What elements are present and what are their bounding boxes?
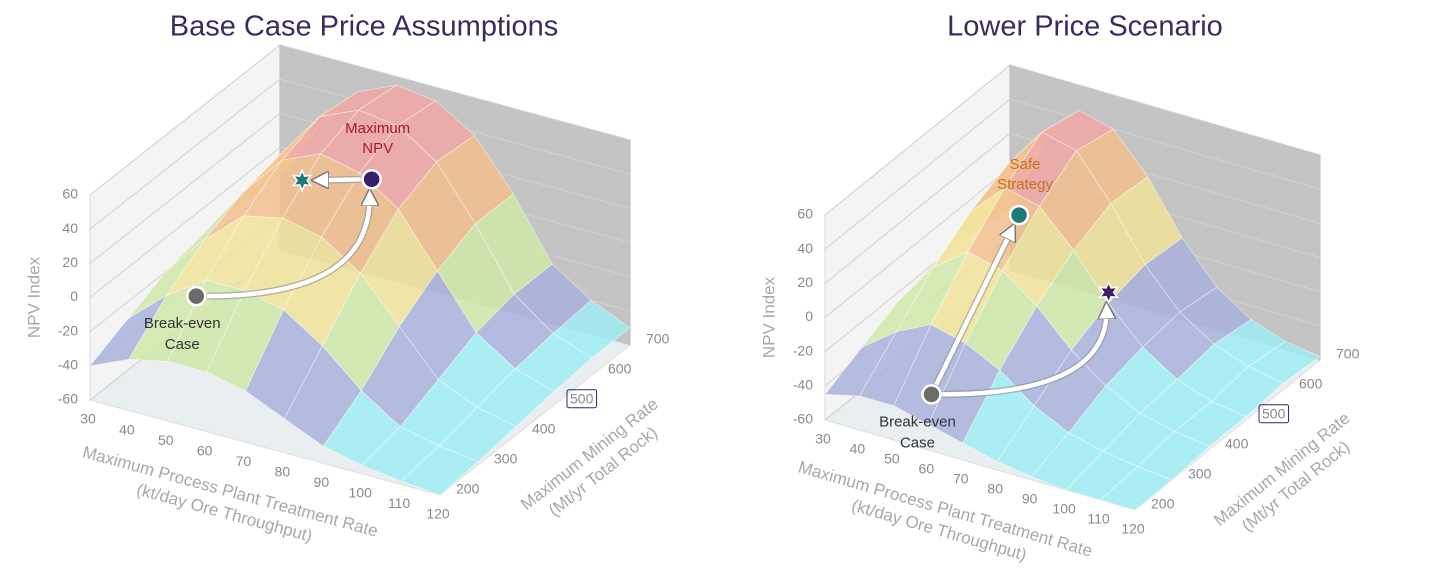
- x-tick-label: 40: [850, 441, 866, 457]
- y-tick-label: 400: [532, 421, 556, 437]
- highlight-box: [1258, 404, 1290, 424]
- grid-line: [824, 98, 1321, 250]
- grid-line: [824, 132, 1321, 284]
- annotation: Strategy: [997, 176, 1053, 193]
- x-tick-label: 100: [1052, 501, 1076, 517]
- x-tick-label: 90: [1022, 491, 1038, 507]
- z-tick-label: -20: [58, 322, 78, 338]
- x-tick-label: 100: [349, 485, 373, 501]
- z-tick-label: 0: [805, 308, 813, 324]
- annotation: Case: [165, 336, 200, 353]
- x-tick-label: 60: [919, 461, 935, 477]
- y-tick-label: 200: [1151, 496, 1175, 512]
- annotation: NPV: [362, 140, 393, 157]
- highlight-box: [566, 389, 598, 409]
- x-tick-label: 30: [815, 431, 831, 447]
- x-tick-label: 70: [953, 471, 969, 487]
- chart-title: Base Case Price Assumptions: [170, 11, 558, 43]
- y-tick-label: 600: [1299, 376, 1323, 392]
- arrow: [207, 195, 369, 299]
- surface-cell: [1099, 466, 1173, 511]
- x-tick-label: 70: [236, 453, 252, 469]
- annotation: Maximum: [345, 120, 410, 137]
- z-tick-label: 60: [797, 206, 813, 222]
- annotation: Safe: [1010, 156, 1041, 173]
- point-marker: [921, 384, 942, 405]
- z-tick-label: 0: [70, 288, 78, 304]
- z-tick-label: 40: [62, 220, 78, 236]
- grid-line: [89, 112, 631, 264]
- grid-line: [824, 64, 1321, 216]
- arrow: [318, 179, 361, 180]
- x-tick-label: 50: [158, 432, 174, 448]
- x-tick-label: 120: [1121, 521, 1145, 537]
- x-tick-label: 30: [80, 411, 96, 427]
- z-tick-label: 60: [62, 186, 78, 202]
- star-marker: [1098, 280, 1119, 305]
- x-tick-label: 80: [275, 463, 291, 479]
- surface-cell: [400, 445, 479, 496]
- x-tick-label: 90: [314, 474, 330, 490]
- annotation: Break-even: [144, 315, 221, 332]
- arrow: [934, 229, 1012, 386]
- z-tick-label: -40: [793, 377, 813, 393]
- x-tick-label: 110: [1087, 511, 1110, 527]
- star-marker: [291, 168, 313, 193]
- arrow: [942, 308, 1106, 397]
- annotation: Break-even: [879, 413, 956, 430]
- x-tick-label: 60: [197, 442, 213, 458]
- x-tick-label: 110: [388, 495, 411, 511]
- grid-line: [89, 78, 631, 230]
- x-tick-label: 120: [426, 506, 450, 522]
- y-tick-label: 500: [1262, 406, 1286, 422]
- point-marker: [1008, 204, 1030, 226]
- z-tick-label: -40: [58, 357, 78, 373]
- y-tick-label: 200: [456, 481, 480, 497]
- point-marker: [361, 168, 382, 190]
- z-tick-label: 20: [62, 254, 78, 270]
- z-tick-label: -20: [793, 342, 813, 358]
- y-tick-label: 300: [494, 451, 518, 467]
- z-axis-title: NPV Index: [759, 276, 778, 358]
- x-tick-label: 80: [987, 481, 1003, 497]
- z-axis-title: NPV Index: [24, 256, 43, 338]
- y-tick-label: 700: [646, 331, 670, 347]
- y-tick-label: 400: [1225, 436, 1249, 452]
- y-tick-label: 600: [608, 361, 632, 377]
- z-tick-label: 20: [797, 274, 813, 290]
- y-tick-label: 500: [570, 391, 594, 407]
- x-tick-label: 40: [119, 421, 135, 437]
- point-marker: [186, 285, 207, 307]
- y-tick-label: 700: [1336, 346, 1360, 362]
- y-tick-label: 300: [1188, 466, 1212, 482]
- z-tick-label: -60: [58, 391, 78, 407]
- chart-title: Lower Price Scenario: [947, 11, 1223, 43]
- z-tick-label: 40: [797, 240, 813, 256]
- annotation: Case: [900, 434, 935, 451]
- grid-line: [89, 44, 631, 196]
- z-tick-label: -60: [793, 411, 813, 427]
- x-tick-label: 50: [884, 451, 900, 467]
